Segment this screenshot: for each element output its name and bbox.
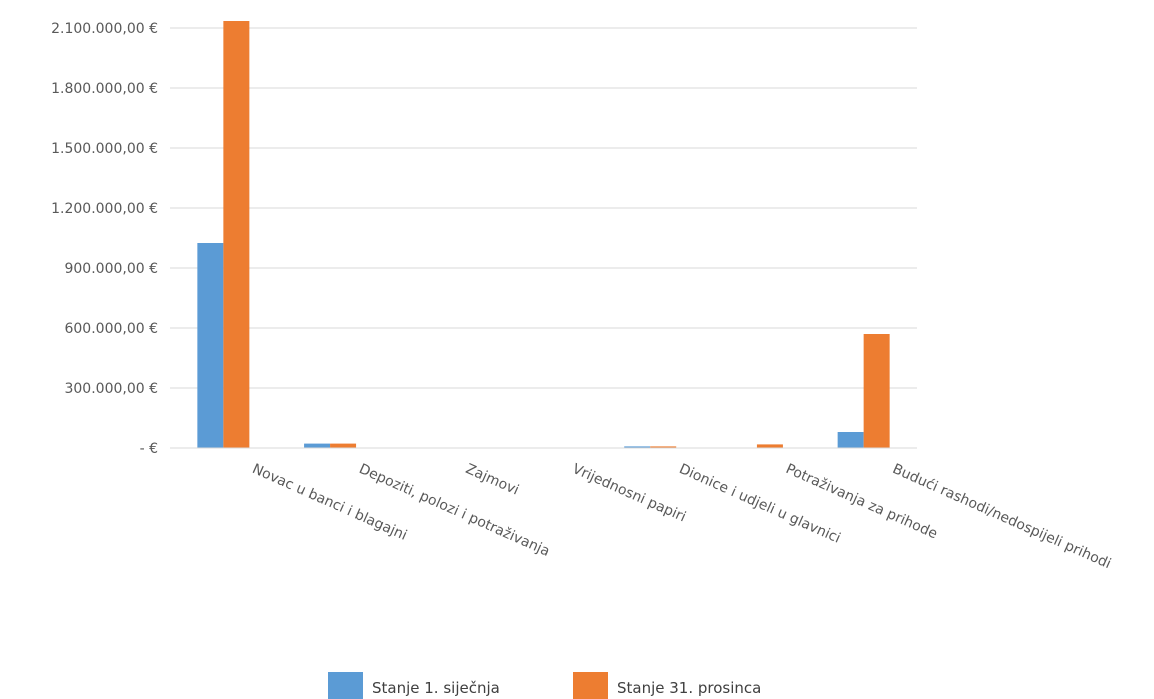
y-tick-label: 600.000,00 €	[64, 321, 158, 337]
legend-swatch	[328, 672, 363, 699]
bar-stanje-31-prosinca	[330, 443, 357, 448]
legend-swatch	[573, 672, 608, 699]
gridlines	[170, 27, 917, 389]
x-category-label: Budući rashodi/nedospijeli prihodi	[890, 461, 1113, 572]
x-category-label: Vrijednosni papiri	[570, 461, 688, 525]
y-tick-label: 300.000,00 €	[64, 381, 158, 397]
bar-stanje-1-sijecnja	[197, 243, 224, 448]
legend-label: Stanje 1. siječnja	[372, 679, 500, 697]
y-tick-label: - €	[140, 441, 158, 457]
bar-stanje-31-prosinca	[650, 446, 677, 448]
y-tick-label: 1.200.000,00 €	[51, 201, 158, 217]
bars	[197, 21, 890, 448]
legend-label: Stanje 31. prosinca	[617, 679, 761, 697]
x-category-label: Depoziti, polozi i potraživanja	[356, 461, 552, 560]
bar-stanje-31-prosinca	[756, 444, 783, 448]
bar-stanje-31-prosinca	[863, 334, 890, 448]
y-tick-label: 900.000,00 €	[64, 261, 158, 277]
y-axis-tick-labels: - € 300.000,00 € 600.000,00 € 900.000,00 € 1…	[51, 21, 158, 457]
x-category-label: Zajmovi	[463, 461, 521, 499]
legend: Stanje 1. siječnja Stanje 31. prosinca	[328, 672, 761, 699]
bar-stanje-1-sijecnja	[624, 446, 651, 448]
bar-stanje-31-prosinca	[223, 21, 250, 448]
bar-stanje-1-sijecnja	[304, 443, 331, 448]
y-tick-label: 1.800.000,00 €	[51, 81, 158, 97]
y-tick-label: 1.500.000,00 €	[51, 141, 158, 157]
y-tick-label: 2.100.000,00 €	[51, 21, 158, 37]
bar-stanje-1-sijecnja	[837, 432, 864, 448]
